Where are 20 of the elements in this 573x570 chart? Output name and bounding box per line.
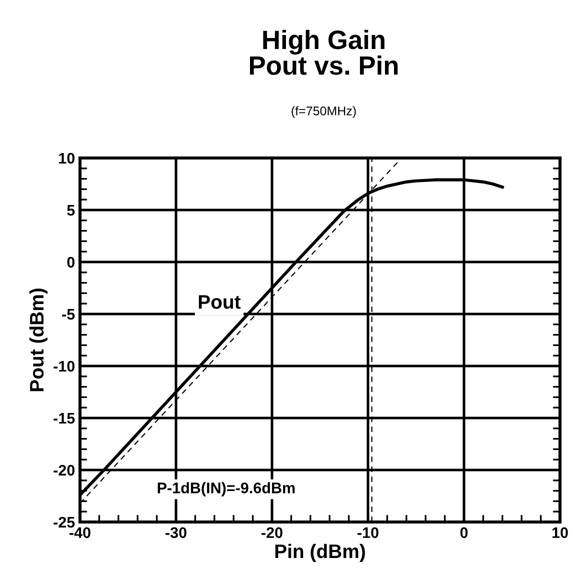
y-tick-label: -20 (54, 464, 75, 476)
y-tick-label: -10 (54, 360, 75, 372)
x-tick-label: -20 (262, 527, 282, 538)
y-axis-title: Pout (dBm) (29, 288, 48, 392)
y-tick-label: 0 (67, 256, 75, 268)
y-tick-label: -5 (62, 309, 75, 320)
y-tick-label: -15 (54, 413, 75, 424)
x-axis-title: Pin (dBm) (275, 544, 365, 562)
x-tick-label: -10 (358, 527, 378, 538)
y-tick-label: -25 (54, 516, 75, 528)
x-tick-label: 10 (552, 527, 568, 538)
chart-subtitle: (f=750MHz) (292, 106, 356, 118)
chart-title: High Gain Pout vs. Pin (250, 30, 398, 75)
annotation: P-1dB(IN)=-9.6dBm (158, 482, 295, 496)
y-tick-label: 5 (67, 205, 75, 216)
x-tick-label: -40 (70, 527, 90, 538)
x-tick-label: -30 (166, 527, 186, 538)
y-tick-label: 10 (59, 152, 75, 164)
x-tick-label: 0 (460, 527, 468, 538)
annotation: Pout (198, 295, 241, 309)
